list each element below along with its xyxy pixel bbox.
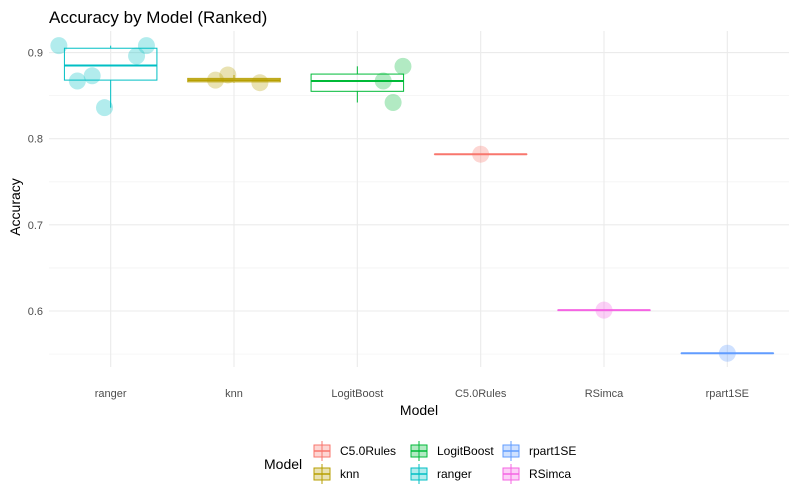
- data-point: [251, 74, 269, 92]
- y-tick-label: 0.6: [28, 306, 43, 318]
- plot-marks: [50, 37, 775, 362]
- data-point: [83, 67, 101, 85]
- x-tick-label: LogitBoost: [331, 388, 383, 400]
- box-group-LogitBoost: [310, 57, 412, 112]
- legend-label: ranger: [437, 467, 472, 481]
- x-axis: ranger knn LogitBoost C5.0Rules RSimca rpart1…: [95, 388, 749, 400]
- legend-item-knn: knn: [313, 464, 359, 484]
- data-point: [374, 72, 392, 90]
- data-point: [207, 71, 224, 89]
- box-group-RSimca: [557, 301, 651, 319]
- legend-item-C5.0Rules: C5.0Rules: [313, 441, 396, 461]
- y-tick-label: 0.7: [28, 220, 43, 232]
- x-tick-label: knn: [225, 388, 243, 400]
- data-point: [394, 57, 412, 75]
- legend-label: C5.0Rules: [340, 444, 396, 458]
- box-group-ranger: [50, 37, 158, 117]
- x-tick-label: C5.0Rules: [455, 388, 507, 400]
- legend-item-rpart1SE: rpart1SE: [502, 441, 576, 461]
- box: [310, 73, 405, 92]
- data-point: [718, 344, 736, 362]
- box: [63, 47, 158, 81]
- data-point: [128, 47, 146, 65]
- legend-item-RSimca: RSimca: [502, 464, 571, 484]
- data-point: [472, 145, 490, 163]
- data-point: [137, 37, 155, 55]
- y-tick-label: 0.9: [28, 48, 43, 60]
- legend-item-ranger: ranger: [410, 464, 472, 484]
- data-point: [384, 94, 402, 112]
- y-axis-title: Accuracy: [7, 178, 23, 236]
- legend: Model C5.0Rules knn LogitBoost ranger rpart1…: [264, 441, 576, 484]
- data-point: [50, 37, 68, 55]
- x-tick-label: rpart1SE: [706, 388, 749, 400]
- legend-label: RSimca: [529, 467, 571, 481]
- data-point: [96, 99, 113, 117]
- legend-item-LogitBoost: LogitBoost: [410, 441, 494, 461]
- legend-label: rpart1SE: [529, 444, 576, 458]
- y-axis: 0.6 0.7 0.8 0.9: [28, 48, 43, 318]
- box-group-C5.0Rules: [433, 145, 528, 163]
- box-group-knn: [187, 66, 281, 92]
- chart-title: Accuracy by Model (Ranked): [49, 8, 267, 27]
- x-tick-label: ranger: [95, 388, 127, 400]
- grid: [49, 31, 789, 367]
- y-tick-label: 0.8: [28, 134, 43, 146]
- x-tick-label: RSimca: [585, 388, 624, 400]
- box-group-rpart1SE: [680, 344, 775, 362]
- legend-label: LogitBoost: [437, 444, 494, 458]
- data-point: [68, 72, 86, 90]
- x-axis-title: Model: [400, 402, 438, 418]
- data-point: [595, 301, 613, 319]
- legend-title: Model: [264, 456, 302, 472]
- legend-label: knn: [340, 467, 359, 481]
- data-point: [219, 66, 237, 84]
